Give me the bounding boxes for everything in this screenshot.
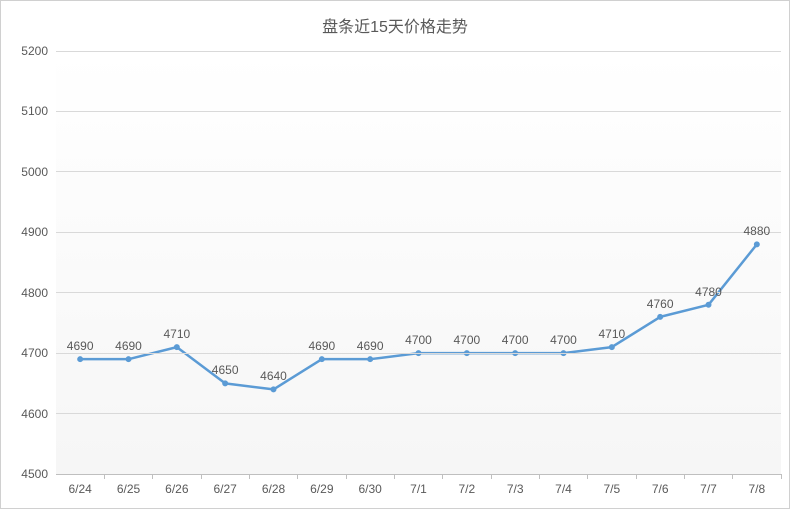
xtick-label: 7/5 <box>603 482 620 496</box>
data-label: 4710 <box>598 327 625 341</box>
xtick-label: 6/30 <box>358 482 381 496</box>
xtick-mark <box>346 474 347 479</box>
xtick-mark <box>249 474 250 479</box>
data-label: 4780 <box>695 285 722 299</box>
xtick-mark <box>684 474 685 479</box>
ytick-label: 4600 <box>21 407 48 421</box>
gridline-h <box>56 171 781 172</box>
ytick-label: 4500 <box>21 467 48 481</box>
data-label: 4690 <box>357 339 384 353</box>
ytick-label: 4800 <box>21 286 48 300</box>
xtick-label: 6/27 <box>213 482 236 496</box>
data-label: 4640 <box>260 369 287 383</box>
data-marker <box>609 345 614 350</box>
xtick-label: 7/4 <box>555 482 572 496</box>
xtick-label: 7/8 <box>748 482 765 496</box>
xtick-label: 6/29 <box>310 482 333 496</box>
data-label: 4710 <box>163 327 190 341</box>
data-label: 4880 <box>743 224 770 238</box>
data-label: 4760 <box>647 297 674 311</box>
xtick-mark <box>201 474 202 479</box>
data-marker <box>126 357 131 362</box>
data-marker <box>658 314 663 319</box>
gridline-h <box>56 51 781 52</box>
xtick-label: 6/25 <box>117 482 140 496</box>
data-marker <box>174 345 179 350</box>
data-marker <box>368 357 373 362</box>
data-marker <box>319 357 324 362</box>
xtick-label: 6/24 <box>68 482 91 496</box>
gridline-h <box>56 232 781 233</box>
gridline-h <box>56 353 781 354</box>
xtick-label: 7/1 <box>410 482 427 496</box>
data-marker <box>78 357 83 362</box>
data-marker <box>223 381 228 386</box>
xtick-label: 7/7 <box>700 482 717 496</box>
data-label: 4690 <box>308 339 335 353</box>
xtick-mark <box>636 474 637 479</box>
data-label: 4700 <box>502 333 529 347</box>
xtick-label: 7/3 <box>507 482 524 496</box>
xtick-mark <box>491 474 492 479</box>
xtick-mark <box>297 474 298 479</box>
xtick-mark <box>732 474 733 479</box>
ytick-label: 5200 <box>21 44 48 58</box>
data-label: 4690 <box>67 339 94 353</box>
line-layer <box>56 51 781 474</box>
xtick-mark <box>104 474 105 479</box>
xtick-label: 6/26 <box>165 482 188 496</box>
ytick-label: 4900 <box>21 225 48 239</box>
xtick-label: 7/6 <box>652 482 669 496</box>
ytick-label: 4700 <box>21 346 48 360</box>
xtick-mark <box>781 474 782 479</box>
ytick-label: 5100 <box>21 104 48 118</box>
xtick-mark <box>539 474 540 479</box>
xtick-mark <box>587 474 588 479</box>
data-marker <box>271 387 276 392</box>
xtick-label: 6/28 <box>262 482 285 496</box>
chart-title: 盘条近15天价格走势 <box>1 1 789 37</box>
gridline-h <box>56 413 781 414</box>
chart-container: 盘条近15天价格走势 4500 4600 4700 4800 4900 5000 5100 5… <box>0 0 790 509</box>
x-axis <box>56 474 781 475</box>
data-label: 4700 <box>405 333 432 347</box>
data-label: 4690 <box>115 339 142 353</box>
xtick-mark <box>152 474 153 479</box>
data-label: 4700 <box>453 333 480 347</box>
series-line <box>80 244 757 389</box>
xtick-label: 7/2 <box>458 482 475 496</box>
gridline-h <box>56 292 781 293</box>
ytick-label: 5000 <box>21 165 48 179</box>
data-label: 4700 <box>550 333 577 347</box>
gridline-h <box>56 111 781 112</box>
data-marker <box>754 242 759 247</box>
data-label: 4650 <box>212 363 239 377</box>
xtick-mark <box>394 474 395 479</box>
xtick-mark <box>442 474 443 479</box>
plot-area <box>56 51 781 474</box>
data-marker <box>706 302 711 307</box>
